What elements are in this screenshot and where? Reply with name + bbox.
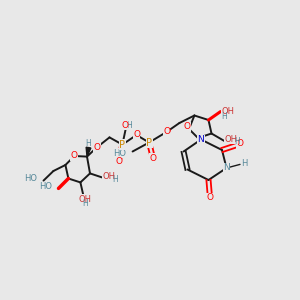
Text: H: H — [241, 159, 248, 168]
Text: O: O — [71, 152, 78, 160]
Text: HO: HO — [24, 174, 37, 183]
Text: O: O — [93, 143, 100, 152]
Text: N: N — [223, 164, 230, 172]
Text: N: N — [198, 135, 204, 144]
Text: H: H — [82, 199, 88, 208]
Text: O: O — [149, 154, 157, 163]
Text: H: H — [85, 139, 91, 148]
Text: H: H — [112, 175, 118, 184]
Text: O: O — [184, 122, 191, 131]
Text: O: O — [121, 121, 128, 130]
Text: OH: OH — [78, 195, 92, 204]
Text: O: O — [236, 140, 244, 148]
Text: O: O — [206, 194, 214, 202]
Text: OH: OH — [102, 172, 115, 181]
Text: H: H — [234, 137, 240, 146]
Text: HO: HO — [113, 148, 126, 158]
Text: H: H — [127, 121, 133, 130]
Polygon shape — [86, 147, 91, 157]
Text: O: O — [163, 127, 170, 136]
Text: H: H — [221, 112, 227, 121]
Text: P: P — [119, 140, 125, 150]
Text: OH: OH — [224, 135, 238, 144]
Text: OH: OH — [221, 106, 235, 116]
Text: HO: HO — [40, 182, 52, 191]
Text: P: P — [146, 137, 152, 148]
Text: O: O — [115, 158, 122, 166]
Text: O: O — [163, 128, 170, 136]
Text: O: O — [133, 130, 140, 139]
